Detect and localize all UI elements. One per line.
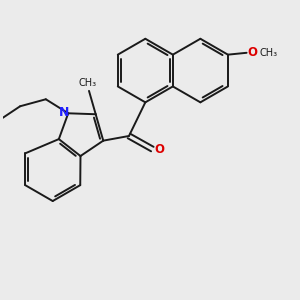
Text: CH₃: CH₃ [79, 78, 97, 88]
Text: O: O [154, 142, 164, 156]
Text: N: N [59, 106, 70, 119]
Text: CH₃: CH₃ [260, 48, 278, 58]
Text: O: O [247, 46, 257, 59]
